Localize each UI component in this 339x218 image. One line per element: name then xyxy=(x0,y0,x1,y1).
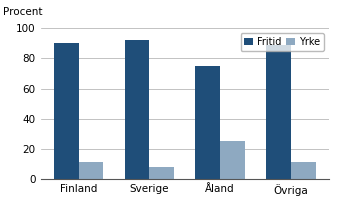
Bar xyxy=(124,40,149,179)
Bar xyxy=(149,167,174,179)
Bar xyxy=(79,162,103,179)
Bar xyxy=(291,162,316,179)
Bar xyxy=(195,66,220,179)
Bar xyxy=(54,43,79,179)
Legend: Fritid, Yrke: Fritid, Yrke xyxy=(241,33,324,51)
Bar xyxy=(220,141,245,179)
Bar xyxy=(266,45,291,179)
Text: Procent: Procent xyxy=(3,7,43,17)
